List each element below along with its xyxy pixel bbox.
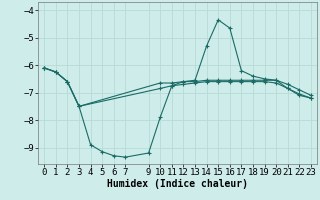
X-axis label: Humidex (Indice chaleur): Humidex (Indice chaleur)	[107, 179, 248, 189]
